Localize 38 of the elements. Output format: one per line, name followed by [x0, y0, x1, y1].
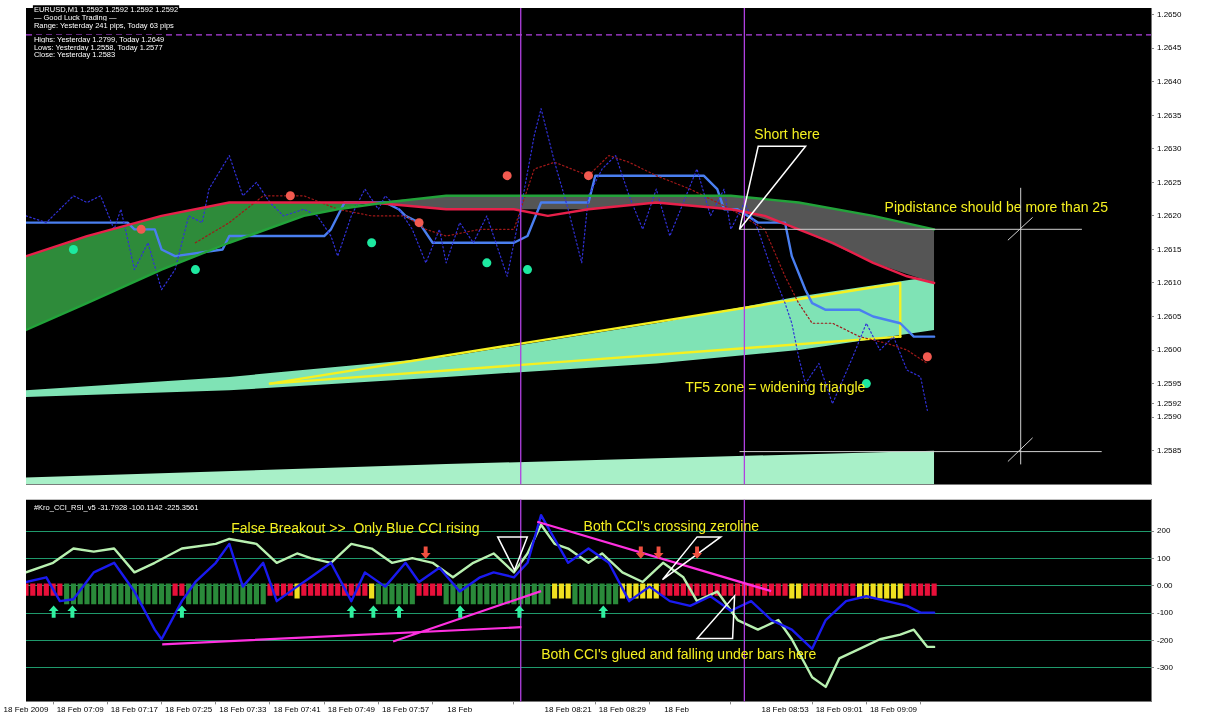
y-tick-label: 1.2590 [1157, 412, 1183, 422]
y-tick-label: 1.2635 [1157, 110, 1183, 120]
x-tick-label: 18 Feb 07:49 [327, 705, 376, 715]
annotation: Short here [754, 126, 820, 143]
x-tick-label: 18 Feb 2009 [3, 705, 50, 715]
annotation: TF5 zone = widening triangle [685, 379, 866, 396]
y-tick-label: 0.00 [1157, 581, 1174, 591]
x-tick-label: 18 Feb [447, 705, 473, 715]
x-tick-label: 18 Feb 09:01 [815, 705, 864, 715]
y-tick-label: 1.2592 [1157, 398, 1183, 408]
x-tick-label: 18 Feb 09:09 [869, 705, 918, 715]
x-tick-label: 18 Feb 07:09 [56, 705, 105, 715]
y-tick-label: 1.2605 [1157, 311, 1183, 321]
x-tick-label: 18 Feb 07:25 [165, 705, 213, 715]
x-tick-label: 18 Feb [664, 705, 690, 715]
y-tick-label: 1.2645 [1157, 43, 1183, 53]
y-tick-label: 1.2640 [1157, 76, 1183, 86]
y-tick-label: 1.2615 [1157, 244, 1183, 254]
y-tick-label: 1.2630 [1157, 144, 1183, 154]
x-tick-label: 18 Feb 07:57 [381, 705, 430, 715]
y-tick-label: 1.2600 [1157, 345, 1183, 355]
x-tick-label: 18 Feb 08:29 [598, 705, 647, 715]
y-tick-label: 1.2610 [1157, 278, 1183, 288]
y-tick-label: 1.2620 [1157, 211, 1183, 221]
x-tick-label: 18 Feb 07:41 [273, 705, 322, 715]
y-tick-label: 100 [1157, 553, 1171, 563]
x-tick-label: 18 Feb 08:21 [544, 705, 593, 715]
y-tick-label: 1.2585 [1157, 445, 1183, 455]
x-tick-label: 18 Feb 07:33 [219, 705, 267, 715]
y-tick-label: 1.2650 [1157, 9, 1183, 19]
y-tick-label: 1.2595 [1157, 378, 1183, 388]
x-tick-label: 18 Feb 08:53 [761, 705, 810, 715]
y-tick-label: -300 [1157, 663, 1174, 673]
y-tick-label: -100 [1157, 608, 1174, 618]
x-tick-label: 18 Feb 07:17 [110, 705, 159, 715]
y-tick-label: 1.2625 [1157, 177, 1183, 187]
y-tick-label: 200 [1157, 526, 1171, 536]
y-tick-label: -200 [1157, 635, 1174, 645]
